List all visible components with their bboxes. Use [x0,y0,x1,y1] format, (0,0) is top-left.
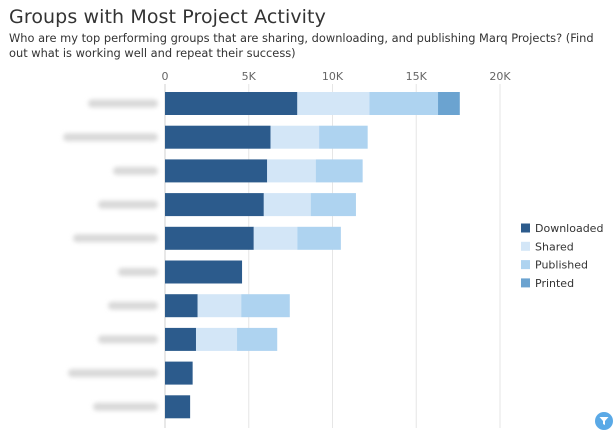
filter-icon [599,417,609,425]
bar-segment-downloaded[interactable] [165,92,298,115]
bar-segment-printed[interactable] [438,92,460,115]
category-labels [63,99,158,411]
bar-segment-shared[interactable] [197,294,242,318]
legend-label: Shared [535,240,574,253]
bar-segment-downloaded[interactable] [165,294,198,318]
bar-segment-published[interactable] [315,159,363,183]
bar-segment-published[interactable] [369,92,439,115]
bar-segment-shared[interactable] [270,125,320,149]
x-tick-label: 20K [489,70,511,83]
bar-segment-shared[interactable] [195,327,238,351]
bar-segment-downloaded[interactable] [165,395,191,419]
bar-segment-downloaded[interactable] [165,327,196,351]
legend-swatch [521,223,530,233]
legend-swatch [521,278,530,288]
category-label-obscured [68,369,158,378]
category-label-obscured [108,301,158,310]
bar-segment-downloaded[interactable] [165,226,254,250]
legend: Downloaded Shared Published Printed [521,222,603,290]
bar-segment-published[interactable] [237,327,278,351]
x-axis-ticks: 0 5K 10K 15K 20K [162,70,512,83]
category-label-obscured [118,268,158,276]
category-label-obscured [63,133,158,142]
bar-segment-downloaded[interactable] [165,260,243,284]
legend-swatch [521,241,530,251]
legend-swatch [521,260,530,270]
x-tick-label: 0 [162,70,169,83]
bar-segment-shared[interactable] [253,226,298,250]
category-label-obscured [93,402,158,411]
legend-label: Printed [535,277,574,290]
bar-segment-downloaded[interactable] [165,193,264,217]
chart-title: Groups with Most Project Activity [9,6,326,28]
category-label-obscured [73,234,158,243]
legend-label: Downloaded [535,222,603,235]
bar-segment-published[interactable] [310,193,356,217]
bar-segment-shared[interactable] [267,159,316,183]
legend-label: Published [535,259,588,272]
x-tick-label: 10K [322,70,344,83]
bar-segment-published[interactable] [297,226,341,250]
filter-button[interactable] [595,412,613,430]
bar-segment-downloaded[interactable] [165,361,193,385]
bar-segment-downloaded[interactable] [165,125,271,149]
bar-segment-published[interactable] [241,294,290,318]
bar-segment-downloaded[interactable] [165,159,268,183]
bar-segment-published[interactable] [319,125,368,149]
category-label-obscured [113,166,158,175]
bar-segment-shared[interactable] [297,92,370,115]
bars [165,92,460,419]
category-label-obscured [98,335,158,344]
category-label-obscured [98,200,158,209]
x-tick-label: 15K [406,70,428,83]
chart-subtitle: Who are my top performing groups that ar… [9,31,594,60]
bar-segment-shared[interactable] [263,193,311,217]
x-tick-label: 5K [242,70,257,83]
category-label-obscured [88,99,158,108]
